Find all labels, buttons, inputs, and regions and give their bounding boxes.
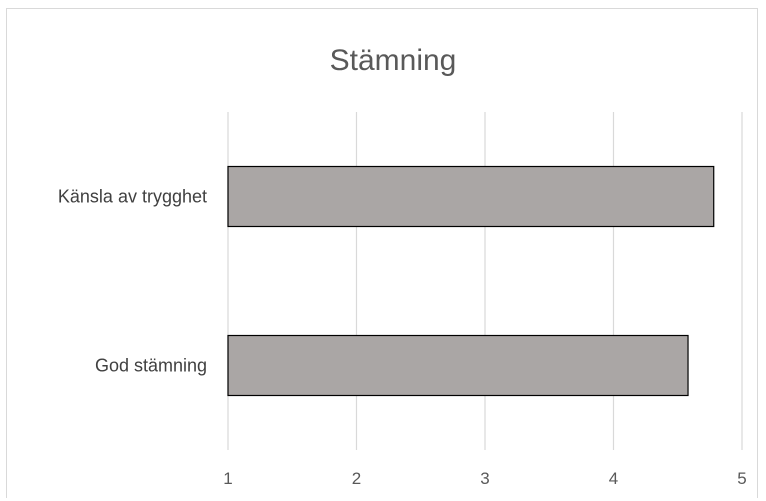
bars [227, 165, 715, 397]
bar [227, 165, 715, 228]
x-tick-label: 4 [609, 469, 618, 488]
bar [227, 334, 689, 397]
category-label: Känsla av trygghet [58, 187, 207, 207]
x-tick-label: 1 [223, 469, 232, 488]
x-tick-label: 5 [737, 469, 746, 488]
category-labels: Känsla av trygghet God stämning [58, 187, 207, 376]
chart-title: Stämning [330, 44, 457, 77]
gridlines [227, 112, 743, 450]
x-tick-label: 2 [352, 469, 361, 488]
category-label: God stämning [95, 356, 207, 376]
x-tick-label: 3 [480, 469, 489, 488]
chart-frame [6, 8, 758, 498]
x-tick-labels: 1 2 3 4 5 [223, 469, 746, 488]
